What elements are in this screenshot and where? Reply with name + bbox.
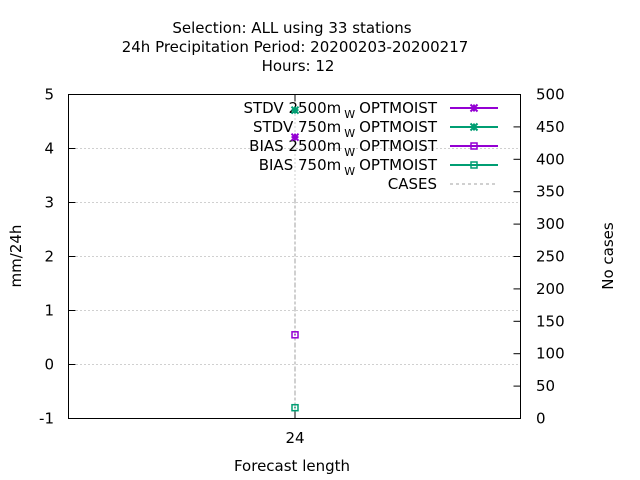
y-tick-label: -1 xyxy=(39,410,54,428)
legend-marker-1 xyxy=(469,122,479,132)
y2-tick-label: 100 xyxy=(536,345,565,363)
grid xyxy=(68,94,521,419)
y2-tick-label: 150 xyxy=(536,312,565,330)
title-line-1: Selection: ALL using 33 stations xyxy=(172,19,411,37)
y2-tick-label: 300 xyxy=(536,215,565,233)
data-point-3 xyxy=(291,403,299,412)
y-tick-label: 1 xyxy=(44,302,54,320)
legend-label-2: BIAS 2500m W OPTMOIST xyxy=(249,137,438,159)
legend-marker-0 xyxy=(469,103,479,113)
y2-tick-label: 500 xyxy=(536,86,565,104)
data-point-1 xyxy=(290,105,300,115)
data-point-2 xyxy=(291,331,299,339)
y-tick-label: 5 xyxy=(44,86,54,104)
x-axis: 24 xyxy=(285,94,305,447)
legend-marker-2 xyxy=(470,142,478,150)
x-tick-label: 24 xyxy=(285,429,304,447)
chart-title: Selection: ALL using 33 stations 24h Pre… xyxy=(122,19,469,75)
legend-label-3: BIAS 750m W OPTMOIST xyxy=(259,156,438,178)
y2-tick-label: 450 xyxy=(536,118,565,136)
data-point-0 xyxy=(290,132,300,142)
y2-axis-label: No cases xyxy=(599,222,617,290)
data-points xyxy=(290,105,300,412)
y2-tick-label: 350 xyxy=(536,183,565,201)
y2-tick-label: 400 xyxy=(536,150,565,168)
title-line-2: 24h Precipitation Period: 20200203-20200… xyxy=(122,38,469,56)
legend-label-4: CASES xyxy=(388,175,437,193)
y-tick-label: 2 xyxy=(44,248,54,266)
y2-axis: 0 50 100 150 200 250 300 350 400 450 500 xyxy=(513,86,565,428)
y2-tick-label: 0 xyxy=(536,410,546,428)
y2-tick-label: 50 xyxy=(536,377,555,395)
y-tick-label: 3 xyxy=(44,194,54,212)
legend-label-1: STDV 750m W OPTMOIST xyxy=(253,118,438,140)
y-tick-label: 0 xyxy=(44,356,54,374)
y2-tick-label: 250 xyxy=(536,248,565,266)
legend-marker-3 xyxy=(470,161,478,169)
y-axis: -1 0 1 2 3 4 5 xyxy=(39,86,76,428)
y2-tick-label: 200 xyxy=(536,280,565,298)
y-tick-label: 4 xyxy=(44,140,54,158)
title-line-3: Hours: 12 xyxy=(262,57,335,75)
y-axis-label: mm/24h xyxy=(7,225,25,288)
x-axis-label: Forecast length xyxy=(234,457,350,475)
